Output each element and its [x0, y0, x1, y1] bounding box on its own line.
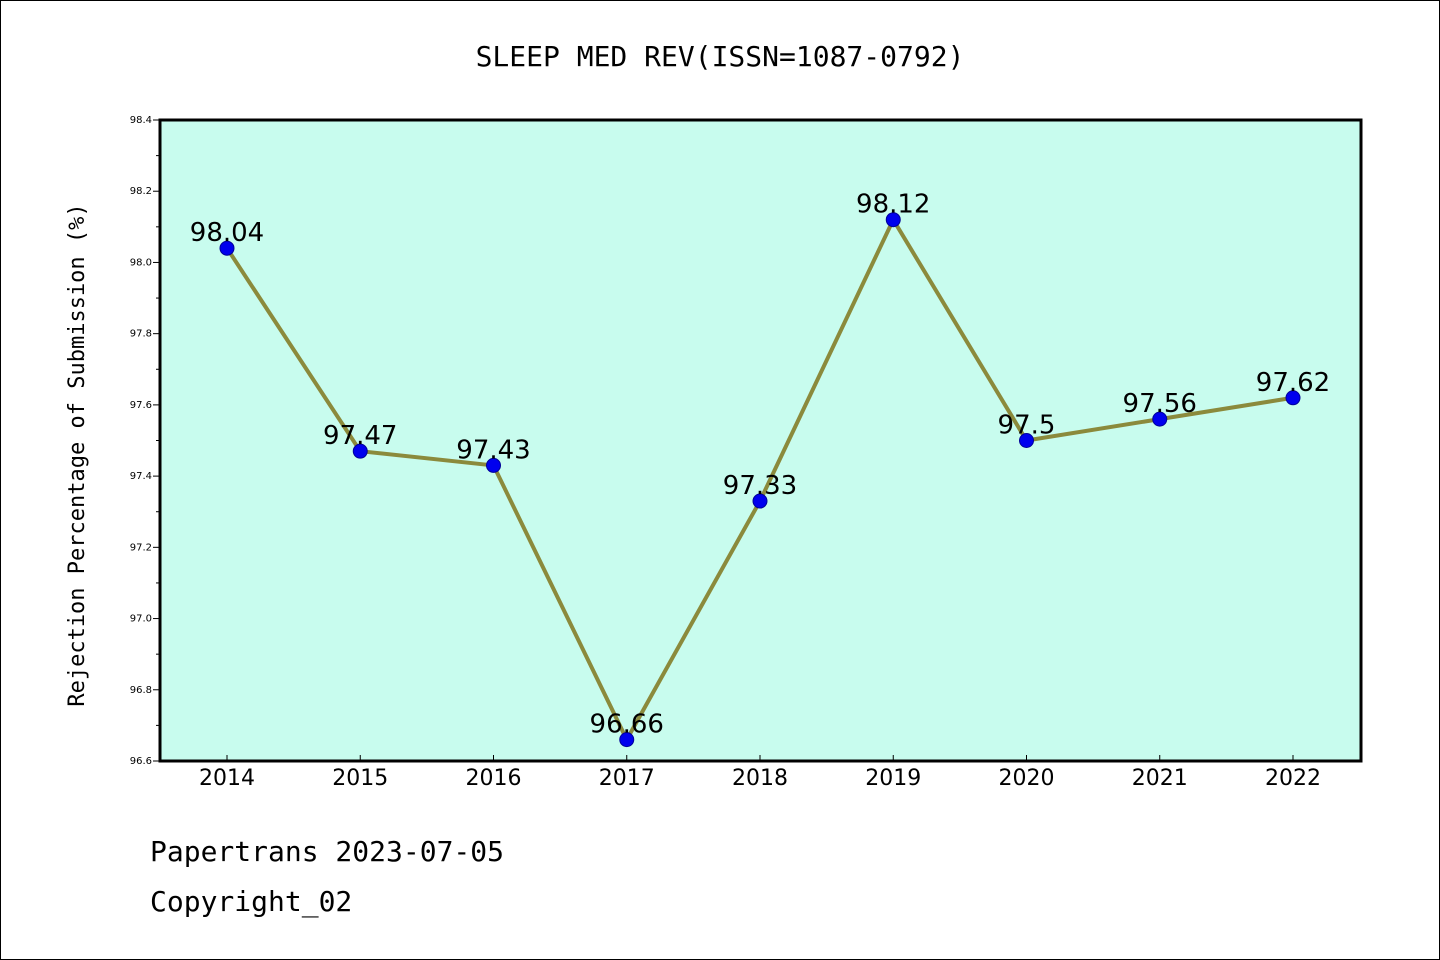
- data-label: 97.5: [998, 411, 1056, 441]
- data-point: [486, 457, 501, 473]
- data-label: 97.62: [1256, 368, 1330, 398]
- chart-title: SLEEP MED REV(ISSN=1087-0792): [476, 40, 965, 73]
- y-axis-title: Rejection Percentage of Submission (%): [65, 203, 90, 706]
- x-tick-label: 2016: [466, 766, 522, 791]
- y-tick-label: 98.0: [130, 257, 152, 268]
- y-tick-label: 97.0: [130, 614, 152, 625]
- x-tick-label: 2017: [599, 766, 655, 791]
- data-point: [352, 443, 368, 459]
- x-tick-label: 2018: [732, 766, 788, 791]
- data-label: 97.43: [456, 435, 530, 465]
- data-label: 97.47: [323, 421, 397, 451]
- y-tick-label: 97.6: [130, 400, 152, 411]
- y-tick-label: 96.6: [130, 756, 152, 767]
- footer-copyright: Copyright_02: [150, 885, 353, 918]
- data-labels: 98.04 97.47 97.43 96.66 97.33 98.12 97.5 97.56 9…: [190, 190, 1330, 740]
- y-tick-label: 96.8: [130, 685, 152, 696]
- data-point: [1152, 411, 1168, 427]
- data-point: [1019, 433, 1034, 448]
- x-axis: 2014 2015 2016 2017 2018 2019 2020 2021 2022: [199, 755, 1321, 791]
- data-label: 97.33: [723, 471, 797, 501]
- x-tick-label: 2022: [1265, 766, 1321, 791]
- data-point: [885, 212, 901, 228]
- y-tick-label: 98.2: [130, 186, 152, 197]
- data-points: [219, 212, 1301, 748]
- y-axis: 96.6 96.8 97.0 97.2 97.4 97.6 97.8 98.0 98.2 98.4: [130, 115, 160, 767]
- x-tick-label: 2020: [999, 766, 1055, 791]
- data-point: [752, 493, 768, 509]
- y-tick-label: 97.8: [130, 329, 152, 340]
- data-point: [219, 240, 235, 256]
- data-point: [619, 732, 635, 748]
- data-label: 96.66: [590, 710, 664, 740]
- y-tick-label: 97.4: [130, 471, 152, 482]
- data-point: [1285, 390, 1301, 406]
- y-tick-label: 97.2: [130, 542, 152, 553]
- footer-date: Papertrans 2023-07-05: [150, 835, 505, 868]
- y-tick-label: 98.4: [130, 115, 152, 126]
- data-label: 98.04: [190, 218, 264, 248]
- data-label: 97.56: [1123, 389, 1197, 419]
- x-tick-label: 2015: [332, 766, 388, 791]
- x-tick-label: 2014: [199, 766, 255, 791]
- x-tick-label: 2021: [1132, 766, 1188, 791]
- x-tick-label: 2019: [865, 766, 921, 791]
- plot-area: [158, 118, 1363, 763]
- data-label: 98.12: [856, 190, 930, 220]
